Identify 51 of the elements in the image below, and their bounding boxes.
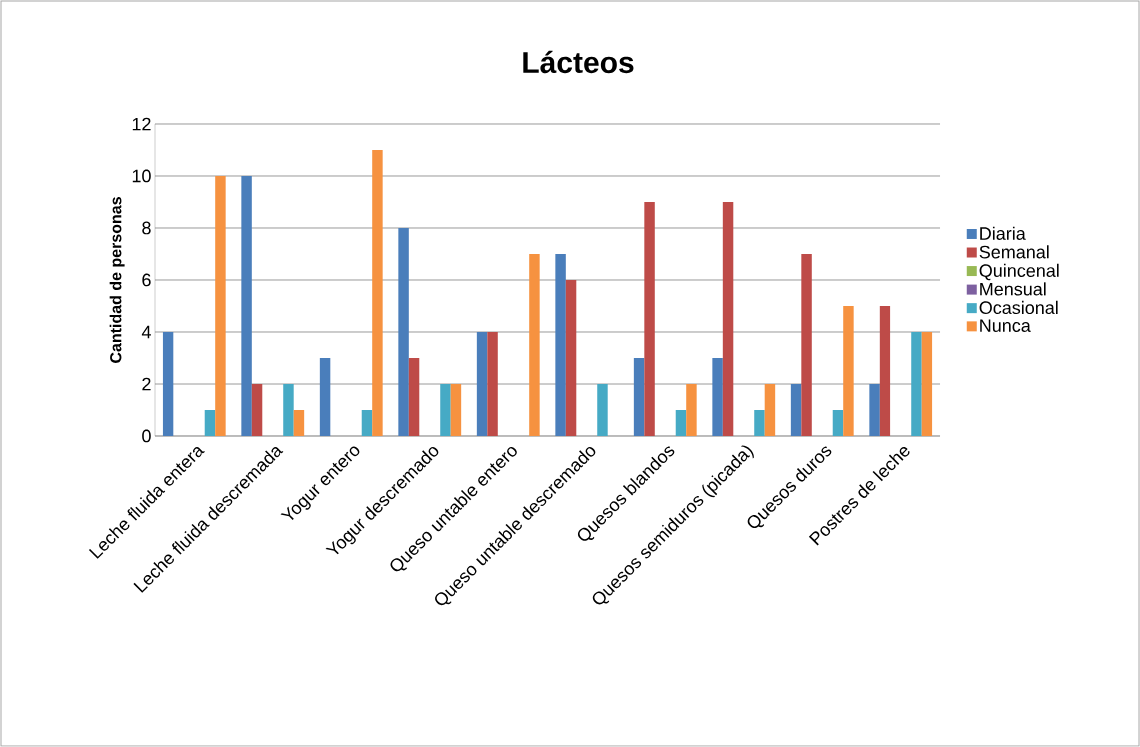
- bar: [764, 384, 776, 436]
- bar: [754, 410, 765, 436]
- bar: [686, 384, 697, 436]
- bar: [487, 332, 498, 436]
- y-tick-label: 6: [142, 273, 151, 287]
- bar: [869, 384, 880, 436]
- bar: [790, 384, 802, 436]
- bar: [832, 410, 844, 436]
- bar: [843, 306, 854, 436]
- bar: [241, 176, 252, 436]
- bar: [251, 384, 263, 436]
- bar: [555, 254, 566, 436]
- bar: [722, 202, 734, 436]
- bar: [911, 332, 922, 436]
- y-tick-label: 4: [141, 325, 151, 339]
- bar: [204, 410, 216, 436]
- bar: [565, 280, 577, 436]
- bar: [319, 358, 331, 436]
- bar: [162, 332, 174, 436]
- y-tick-label: 12: [132, 117, 151, 131]
- bar: [529, 254, 540, 436]
- y-axis-title: Cantidad de personas: [109, 197, 125, 363]
- legend-label: Nunca: [980, 319, 1031, 332]
- bar: [215, 176, 226, 436]
- legend-label: Semanal: [979, 245, 1049, 259]
- bar: [675, 410, 687, 436]
- legend-label: Mensual: [980, 282, 1046, 296]
- bar: [293, 410, 305, 436]
- bar: [921, 332, 933, 436]
- bar: [440, 384, 451, 436]
- y-tick-label: 10: [132, 169, 151, 183]
- bar: [408, 358, 420, 436]
- bar: [476, 332, 488, 436]
- bar: [879, 306, 891, 436]
- bar: [597, 384, 608, 436]
- y-tick-label: 0: [142, 429, 151, 443]
- bar: [712, 358, 723, 436]
- y-tick-label: 8: [142, 221, 151, 235]
- y-tick-label: 2: [142, 377, 151, 391]
- legend-label: Diaria: [980, 226, 1026, 240]
- bar: [644, 202, 655, 436]
- bar: [361, 410, 373, 436]
- bar: [283, 384, 294, 436]
- bar: [398, 228, 409, 436]
- legend-label: Ocasional: [979, 300, 1058, 315]
- bar: [372, 150, 383, 436]
- bar: [633, 358, 645, 436]
- chart-title: Lácteos: [523, 50, 634, 74]
- bar: [801, 254, 812, 436]
- legend-label: Quincenal: [979, 263, 1059, 281]
- bar: [450, 384, 462, 436]
